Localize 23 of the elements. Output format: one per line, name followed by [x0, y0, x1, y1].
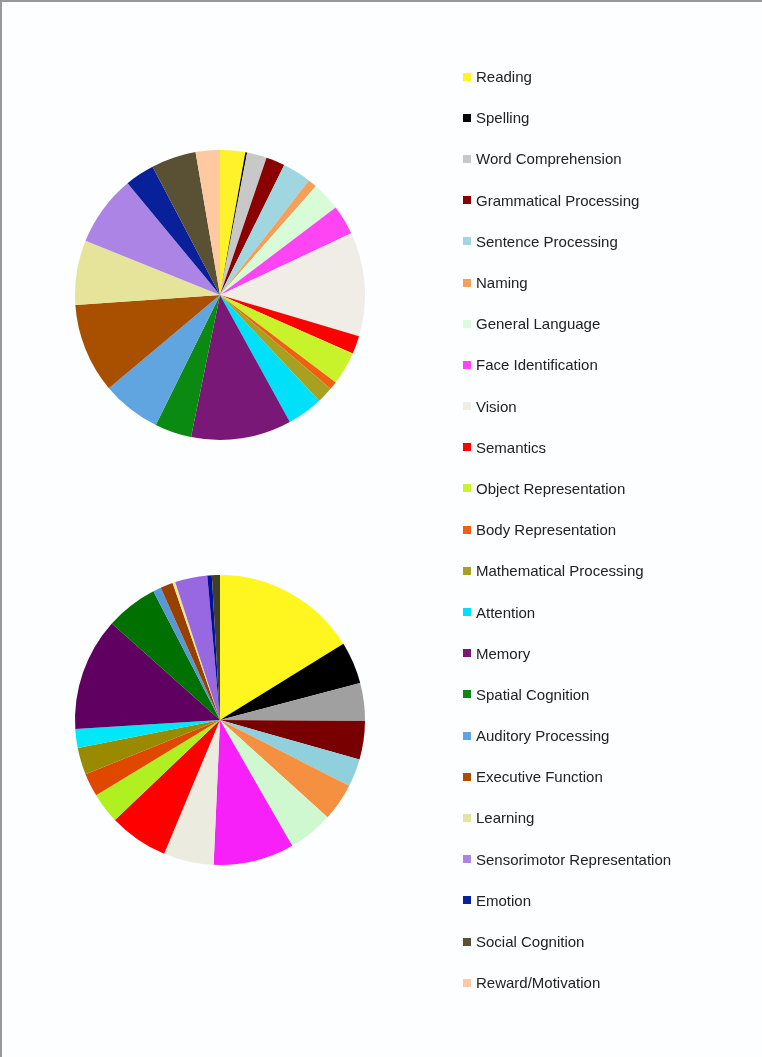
legend-label: Sentence Processing [476, 232, 618, 250]
legend-label: Naming [476, 274, 528, 292]
legend-label: Auditory Processing [476, 727, 610, 745]
legend-label: Vision [476, 397, 517, 415]
legend-label: General Language [476, 315, 601, 333]
legend-label: Spatial Cognition [476, 685, 590, 703]
legend-label: Executive Function [476, 768, 603, 786]
legend-label: Semantics [476, 438, 547, 456]
legend-label: Attention [476, 603, 536, 621]
legend-label: Grammatical Processing [476, 191, 640, 209]
legend-label: Memory [476, 644, 531, 662]
legend-label: Word Comprehension [476, 150, 622, 168]
legend-label: Object Representation [476, 479, 626, 497]
legend-label: Spelling [476, 109, 530, 127]
legend-label: Sensorimotor Representation [476, 850, 672, 868]
legend-label: Social Cognition [476, 933, 585, 951]
legend-label: Reward/Motivation [476, 974, 601, 992]
legend-label: Learning [476, 809, 535, 827]
legend-label: Emotion [476, 891, 532, 909]
legend-label: Face Identification [476, 356, 598, 374]
legend-label: Body Representation [476, 521, 617, 539]
legend-label: Reading [476, 68, 532, 86]
legend-label: Mathematical Processing [476, 562, 644, 580]
